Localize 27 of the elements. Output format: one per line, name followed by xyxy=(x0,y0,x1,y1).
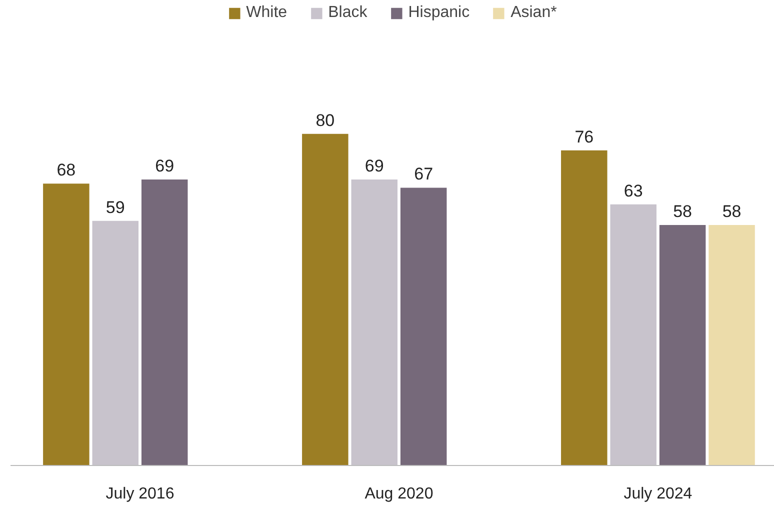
bar xyxy=(708,225,755,466)
data-label: 80 xyxy=(316,110,335,130)
legend-label: Black xyxy=(328,4,368,22)
data-label: 63 xyxy=(624,181,643,200)
data-label: 58 xyxy=(722,202,742,222)
x-tick-label: Aug 2020 xyxy=(364,486,434,502)
legend-label: Asian* xyxy=(510,4,557,22)
data-label: 67 xyxy=(414,164,434,184)
bar xyxy=(302,134,348,466)
x-tick-label: July 2016 xyxy=(106,486,174,502)
bar xyxy=(43,184,90,466)
bar xyxy=(400,188,447,466)
data-label: 59 xyxy=(106,198,125,217)
data-label: 68 xyxy=(56,160,76,180)
data-label: 76 xyxy=(574,127,594,146)
legend-label: Hispanic xyxy=(408,4,470,22)
bar xyxy=(92,220,139,466)
bar xyxy=(351,179,398,466)
bar xyxy=(610,204,656,466)
data-label: 69 xyxy=(155,156,174,176)
data-label: 69 xyxy=(364,156,384,176)
x-tick-label: July 2024 xyxy=(624,486,692,502)
data-label: 58 xyxy=(673,202,692,222)
bar xyxy=(659,225,706,466)
bar xyxy=(561,150,608,466)
bar xyxy=(141,179,188,466)
legend-label: White xyxy=(246,4,288,22)
